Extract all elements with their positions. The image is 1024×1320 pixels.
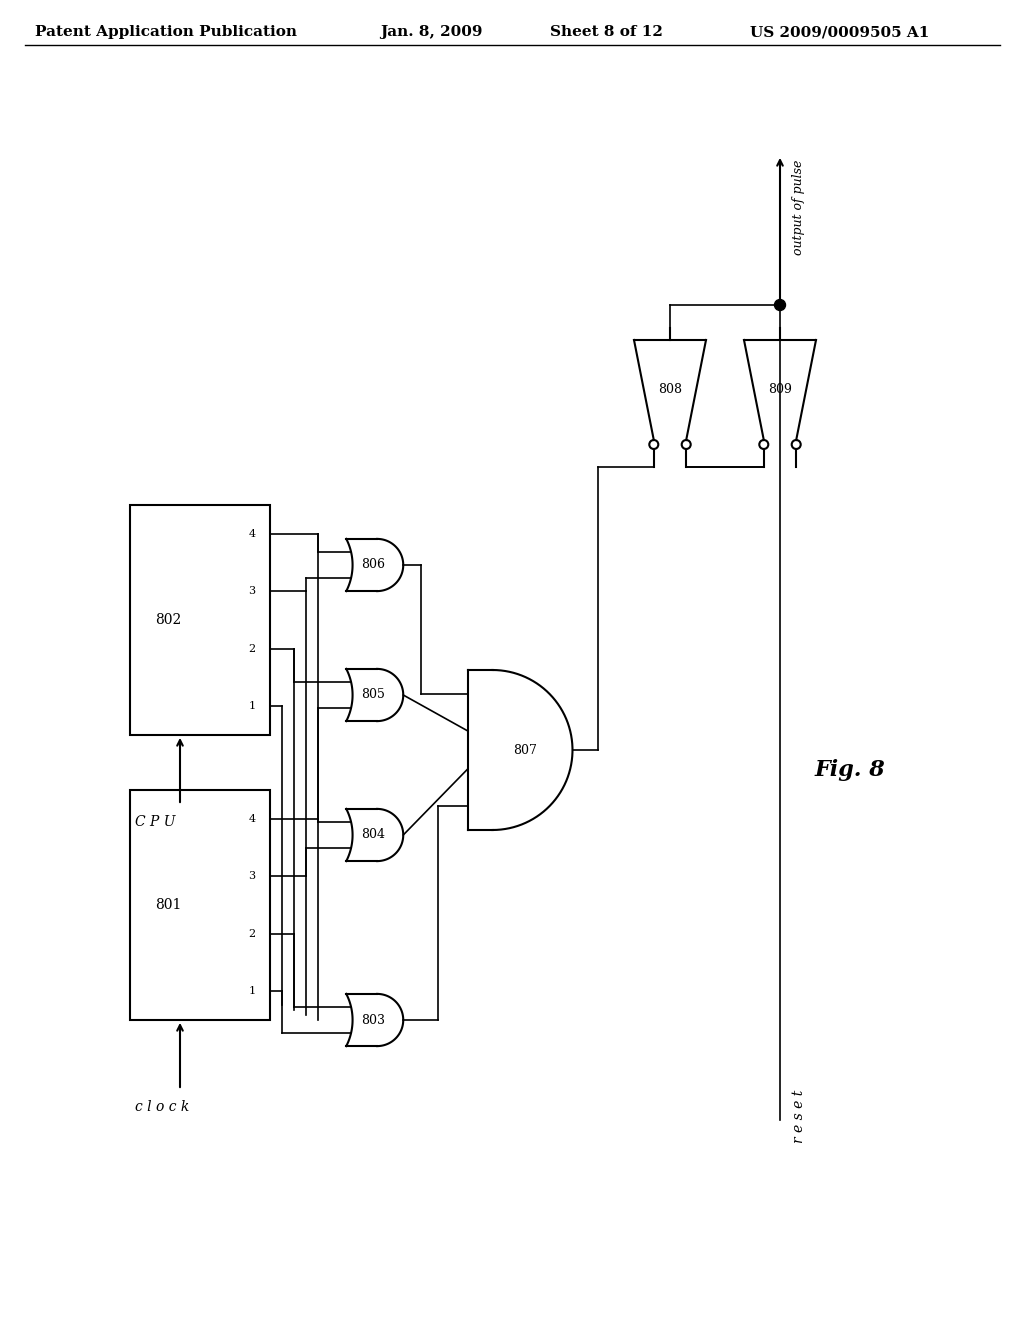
Text: 809: 809: [768, 384, 792, 396]
Text: 2: 2: [249, 644, 256, 653]
Text: US 2009/0009505 A1: US 2009/0009505 A1: [750, 25, 930, 40]
Text: output of pulse: output of pulse: [792, 160, 805, 255]
Text: 803: 803: [361, 1014, 385, 1027]
Text: 806: 806: [361, 558, 385, 572]
Text: Sheet 8 of 12: Sheet 8 of 12: [550, 25, 663, 40]
Text: c l o c k: c l o c k: [135, 1100, 189, 1114]
Text: 805: 805: [361, 689, 385, 701]
Text: Jan. 8, 2009: Jan. 8, 2009: [380, 25, 482, 40]
Text: 4: 4: [249, 813, 256, 824]
Circle shape: [774, 300, 785, 310]
Text: 801: 801: [155, 898, 181, 912]
Text: C P U: C P U: [135, 814, 175, 829]
Text: r e s e t: r e s e t: [792, 1090, 806, 1143]
Bar: [130, 789, 270, 1020]
Text: 807: 807: [513, 743, 537, 756]
Text: 804: 804: [361, 829, 385, 842]
Text: 3: 3: [249, 586, 256, 597]
Text: 1: 1: [249, 701, 256, 711]
Text: 808: 808: [658, 384, 682, 396]
Text: 2: 2: [249, 929, 256, 939]
Text: 802: 802: [155, 612, 181, 627]
Text: 1: 1: [249, 986, 256, 997]
Text: Patent Application Publication: Patent Application Publication: [35, 25, 297, 40]
Bar: [130, 506, 270, 735]
Text: 3: 3: [249, 871, 256, 882]
Text: 4: 4: [249, 529, 256, 539]
Text: Fig. 8: Fig. 8: [815, 759, 886, 781]
